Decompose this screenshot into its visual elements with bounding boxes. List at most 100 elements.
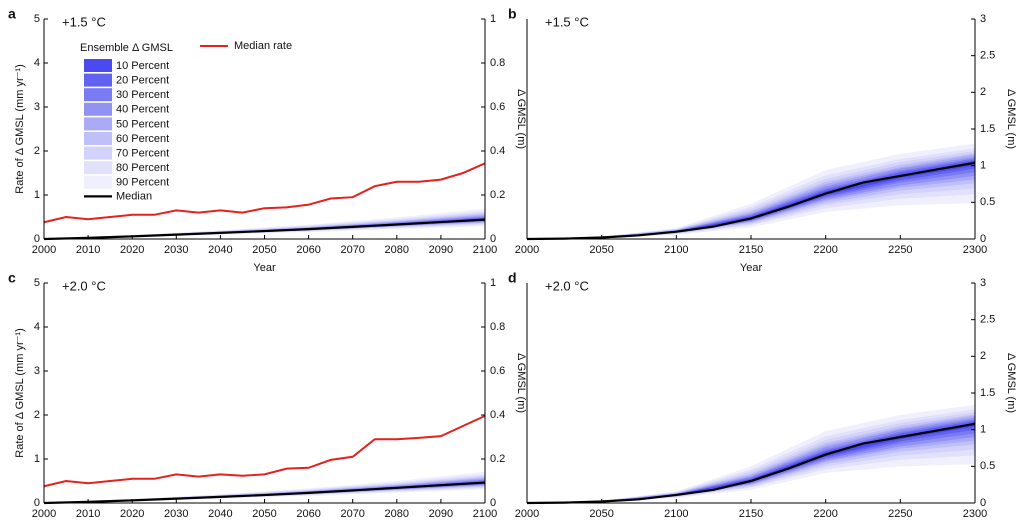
y-tick-label: 4 bbox=[34, 321, 40, 333]
y-tick-label: 4 bbox=[34, 57, 40, 69]
y2-tick-label: 2 bbox=[980, 86, 986, 98]
y2-axis-label: Δ GMSL (m) bbox=[1005, 353, 1017, 413]
x-tick-label: 2000 bbox=[515, 508, 539, 520]
legend-swatch bbox=[84, 117, 112, 131]
y2-tick-label: 1 bbox=[490, 277, 496, 289]
legend-label: 30 Percent bbox=[116, 89, 169, 101]
x-tick-label: 2050 bbox=[589, 508, 613, 520]
x-tick-label: 2050 bbox=[252, 244, 276, 256]
y2-tick-label: 0.5 bbox=[980, 460, 995, 472]
legend-title: Ensemble Δ GMSL bbox=[80, 42, 173, 54]
x-tick-label: 2000 bbox=[515, 244, 539, 256]
percentile-band bbox=[44, 477, 485, 503]
percentile-band bbox=[44, 213, 485, 239]
annotation: +1.5 °C bbox=[62, 14, 106, 29]
y2-axis-label: Δ GMSL (m) bbox=[515, 89, 527, 149]
x-tick-label: 2150 bbox=[739, 244, 763, 256]
x-tick-label: 2100 bbox=[473, 244, 497, 256]
x-tick-label: 2040 bbox=[208, 508, 232, 520]
panel-label: a bbox=[8, 6, 16, 22]
x-axis-label: Year bbox=[740, 262, 763, 274]
legend-label: 20 Percent bbox=[116, 75, 169, 87]
y-tick-label: 3 bbox=[34, 365, 40, 377]
legend-label: 40 Percent bbox=[116, 104, 169, 116]
y2-tick-label: 0.6 bbox=[490, 365, 505, 377]
y2-tick-label: 2 bbox=[980, 350, 986, 362]
y-tick-label: 0 bbox=[34, 497, 40, 509]
x-tick-label: 2090 bbox=[429, 508, 453, 520]
y2-tick-label: 0.4 bbox=[490, 145, 505, 157]
median-line bbox=[43, 218, 486, 241]
y-tick-label: 5 bbox=[34, 277, 40, 289]
percentile-band bbox=[527, 156, 975, 239]
y2-tick-label: 0 bbox=[980, 497, 986, 509]
x-tick-label: 2100 bbox=[664, 244, 688, 256]
legend-label: 80 Percent bbox=[116, 162, 169, 174]
panel-label: c bbox=[8, 270, 16, 286]
x-tick-label: 2000 bbox=[32, 508, 56, 520]
legend-label: 60 Percent bbox=[116, 133, 169, 145]
legend-swatch bbox=[84, 175, 112, 189]
y2-tick-label: 1 bbox=[490, 13, 496, 25]
annotation: +2.0 °C bbox=[62, 278, 106, 293]
y2-tick-label: 0.4 bbox=[490, 409, 505, 421]
y-tick-label: 2 bbox=[34, 145, 40, 157]
x-tick-label: 2030 bbox=[164, 508, 188, 520]
x-axis-label: Year bbox=[253, 262, 276, 274]
percentile-band bbox=[527, 151, 975, 239]
legend-swatch bbox=[84, 59, 112, 72]
x-tick-label: 2100 bbox=[473, 508, 497, 520]
y-tick-label: 1 bbox=[34, 189, 40, 201]
legend-swatch bbox=[84, 73, 112, 87]
annotation: +1.5 °C bbox=[545, 14, 589, 29]
percentile-band bbox=[527, 419, 975, 503]
y2-tick-label: 1.5 bbox=[980, 123, 995, 135]
y2-tick-label: 0.6 bbox=[490, 101, 505, 113]
y2-tick-label: 0.2 bbox=[490, 453, 505, 465]
median-line bbox=[43, 481, 486, 505]
x-tick-label: 2020 bbox=[120, 508, 144, 520]
percentile-band bbox=[527, 420, 975, 503]
y2-tick-label: 1.5 bbox=[980, 387, 995, 399]
y-tick-label: 5 bbox=[34, 13, 40, 25]
x-tick-label: 2020 bbox=[120, 244, 144, 256]
legend-label: 70 Percent bbox=[116, 148, 169, 160]
legend-swatch bbox=[84, 161, 112, 175]
y-axis-label: Rate of Δ GMSL (mm yr⁻¹) bbox=[14, 328, 26, 457]
percentile-band bbox=[527, 154, 975, 239]
legend: Ensemble Δ GMSL 10 Percent 20 Percent 30 Pe… bbox=[80, 40, 292, 202]
panel: 2000 2010 2020 2030 2040 2050 2060 2070 2080 2090… bbox=[8, 6, 527, 274]
legend-swatch bbox=[84, 88, 112, 102]
percentile-band bbox=[527, 414, 975, 503]
x-tick-label: 2100 bbox=[664, 508, 688, 520]
y2-tick-label: 1 bbox=[980, 424, 986, 436]
percentile-band bbox=[527, 422, 975, 503]
legend-label: 90 Percent bbox=[116, 177, 169, 189]
panel-label: d bbox=[508, 270, 517, 286]
x-tick-label: 2080 bbox=[385, 244, 409, 256]
x-tick-label: 2060 bbox=[296, 244, 320, 256]
y2-tick-label: 0.5 bbox=[980, 196, 995, 208]
x-tick-label: 2030 bbox=[164, 244, 188, 256]
panel-label: b bbox=[508, 6, 517, 22]
rate-line bbox=[43, 414, 486, 488]
y2-tick-label: 1 bbox=[980, 160, 986, 172]
y2-tick-label: 0 bbox=[980, 233, 986, 245]
x-tick-label: 2070 bbox=[340, 244, 364, 256]
annotation: +2.0 °C bbox=[545, 278, 589, 293]
y2-tick-label: 0.8 bbox=[490, 321, 505, 333]
y2-tick-label: 3 bbox=[980, 13, 986, 25]
percentile-band bbox=[527, 153, 975, 239]
x-tick-label: 2200 bbox=[813, 244, 837, 256]
y2-tick-label: 0.8 bbox=[490, 57, 505, 69]
legend-swatch bbox=[84, 102, 112, 116]
x-tick-label: 2070 bbox=[340, 508, 364, 520]
x-tick-label: 2060 bbox=[296, 508, 320, 520]
x-tick-label: 2040 bbox=[208, 244, 232, 256]
x-tick-label: 2300 bbox=[963, 508, 987, 520]
percentile-band bbox=[527, 417, 975, 503]
y2-tick-label: 2.5 bbox=[980, 314, 995, 326]
y2-axis-label: Δ GMSL (m) bbox=[515, 353, 527, 413]
